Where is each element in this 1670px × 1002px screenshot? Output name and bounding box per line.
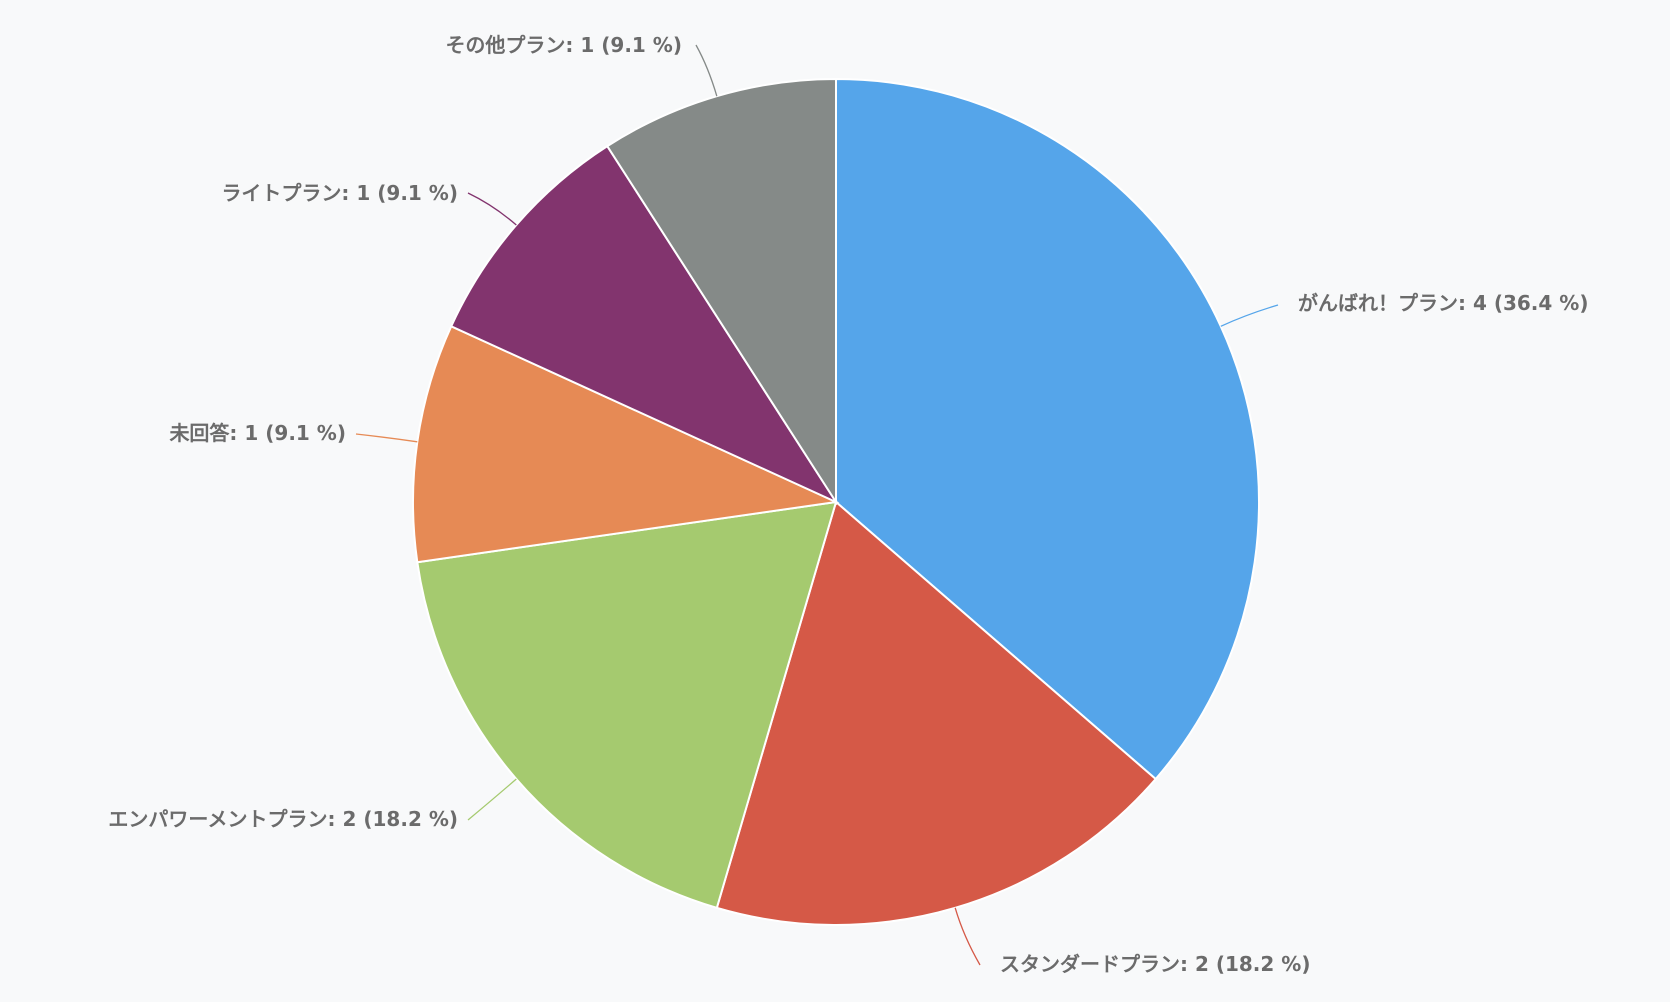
slice-label-other: その他プラン: 1 (9.1 %): [445, 33, 682, 57]
slice-label-light: ライトプラン: 1 (9.1 %): [221, 181, 458, 205]
slice-label-empowerment: エンパワーメントプラン: 2 (18.2 %): [108, 807, 458, 831]
leader-line-ganbare: [1220, 304, 1279, 327]
slice-label-ganbare: がんばれ！プラン: 4 (36.4 %): [1298, 291, 1588, 315]
pie-slice-unanswered[interactable]: [412, 324, 840, 564]
pie-slice-light[interactable]: [449, 144, 839, 505]
slice-label-unanswered: 未回答: 1 (9.1 %): [169, 421, 346, 445]
pie-slice-ganbare[interactable]: [835, 77, 1260, 781]
pie-slice-standard[interactable]: [715, 500, 1158, 926]
leader-line-other: [695, 44, 718, 97]
leader-line-light: [467, 192, 517, 226]
leader-line-unanswered: [355, 433, 418, 443]
pie-slice-other[interactable]: [605, 77, 837, 506]
pie-slice-empowerment[interactable]: [416, 500, 838, 910]
leader-line-empowerment: [467, 778, 517, 821]
slice-label-standard: スタンダードプラン: 2 (18.2 %): [1000, 952, 1310, 976]
leader-line-standard: [954, 907, 981, 966]
